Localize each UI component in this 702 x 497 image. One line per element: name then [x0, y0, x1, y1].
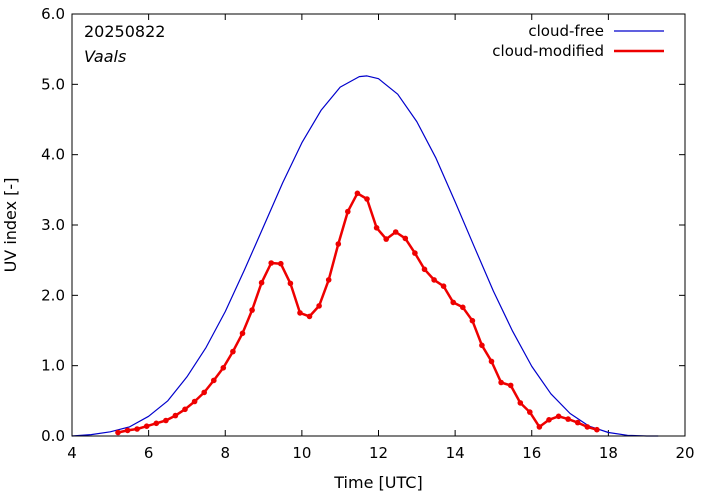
data-point-cloud-modified: [517, 400, 524, 406]
data-point-cloud-modified: [115, 429, 121, 436]
y-tick-label: 2.0: [41, 286, 65, 304]
data-point-cloud-modified: [201, 389, 207, 396]
data-point-cloud-modified: [258, 279, 265, 286]
data-point-cloud-modified: [555, 413, 562, 420]
data-point-cloud-modified: [268, 260, 275, 266]
y-tick-label: 6.0: [41, 5, 65, 23]
x-tick-label: 12: [369, 444, 388, 462]
data-point-cloud-modified: [536, 424, 543, 430]
data-point-cloud-modified: [134, 426, 140, 432]
data-point-cloud-modified: [278, 260, 284, 267]
data-point-cloud-modified: [565, 416, 571, 422]
data-point-cloud-modified: [316, 303, 322, 309]
y-axis-title: UV index [-]: [1, 178, 20, 273]
date-annotation: 20250822: [84, 22, 165, 41]
data-point-cloud-modified: [431, 277, 437, 283]
data-point-cloud-modified: [574, 419, 581, 426]
tick-labels: 4 6 8 10 12 14 16 18 20 0.0 1.0 2.0 3.0 4.0 5.0 6.0: [41, 5, 694, 462]
y-tick-label: 5.0: [41, 75, 65, 93]
x-tick-label: 16: [522, 444, 541, 462]
data-point-cloud-modified: [412, 250, 418, 256]
x-tick-label: 20: [675, 444, 694, 462]
y-tick-label: 1.0: [41, 357, 65, 375]
data-point-cloud-modified: [373, 225, 380, 231]
data-point-cloud-modified: [479, 342, 485, 349]
data-point-cloud-modified: [335, 241, 342, 247]
data-point-cloud-modified: [191, 398, 198, 405]
data-point-cloud-modified: [172, 412, 179, 419]
x-axis-title: Time [UTC]: [333, 473, 422, 492]
data-point-cloud-modified: [527, 409, 533, 415]
y-tick-label: 0.0: [41, 427, 65, 445]
y-tick-label: 4.0: [41, 146, 65, 164]
location-annotation: Vaals: [84, 47, 126, 66]
data-point-cloud-modified: [153, 420, 160, 427]
data-point-cloud-modified: [163, 417, 169, 424]
data-point-cloud-modified: [402, 235, 409, 242]
plot-frame: [71, 13, 686, 437]
data-point-cloud-modified: [440, 283, 447, 290]
y-tick-label: 3.0: [41, 216, 65, 234]
legend-label-cloud-free: cloud-free: [528, 22, 604, 40]
x-tick-label: 18: [599, 444, 618, 462]
data-point-cloud-modified: [325, 277, 332, 283]
data-point-cloud-modified: [297, 310, 303, 316]
data-point-cloud-modified: [469, 317, 476, 324]
data-point-cloud-modified: [143, 423, 150, 430]
data-point-cloud-modified: [488, 358, 495, 365]
data-point-cloud-modified: [498, 379, 504, 386]
data-point-cloud-modified: [546, 417, 552, 423]
data-point-cloud-modified: [584, 424, 591, 430]
data-point-cloud-modified: [220, 365, 227, 371]
data-point-cloud-modified: [354, 190, 361, 197]
data-point-cloud-modified: [594, 426, 600, 433]
data-point-cloud-modified: [421, 266, 428, 273]
data-point-cloud-modified: [230, 348, 236, 355]
x-tick-label: 6: [144, 444, 154, 462]
data-point-cloud-modified: [392, 229, 399, 235]
legend-label-cloud-modified: cloud-modified: [492, 42, 604, 60]
data-point-cloud-modified: [239, 330, 246, 337]
data-point-cloud-modified: [306, 313, 313, 320]
data-point-cloud-modified: [345, 208, 351, 215]
data-point-cloud-modified: [287, 280, 294, 287]
data-point-cloud-modified: [249, 307, 255, 313]
data-point-cloud-modified: [460, 304, 466, 311]
data-point-cloud-modified: [211, 377, 217, 384]
data-point-cloud-modified: [182, 406, 188, 413]
series-layer: [71, 75, 659, 437]
data-point-cloud-modified: [124, 427, 131, 434]
data-point-cloud-modified: [383, 236, 390, 242]
legend: cloud-free cloud-modified: [492, 22, 664, 60]
data-point-cloud-modified: [450, 299, 457, 306]
x-tick-label: 14: [446, 444, 465, 462]
x-tick-label: 4: [67, 444, 77, 462]
series-line-cloud-free: [71, 75, 659, 437]
data-point-cloud-modified: [364, 196, 370, 202]
x-tick-label: 10: [292, 444, 311, 462]
x-tick-label: 8: [220, 444, 230, 462]
data-point-cloud-modified: [507, 382, 514, 389]
